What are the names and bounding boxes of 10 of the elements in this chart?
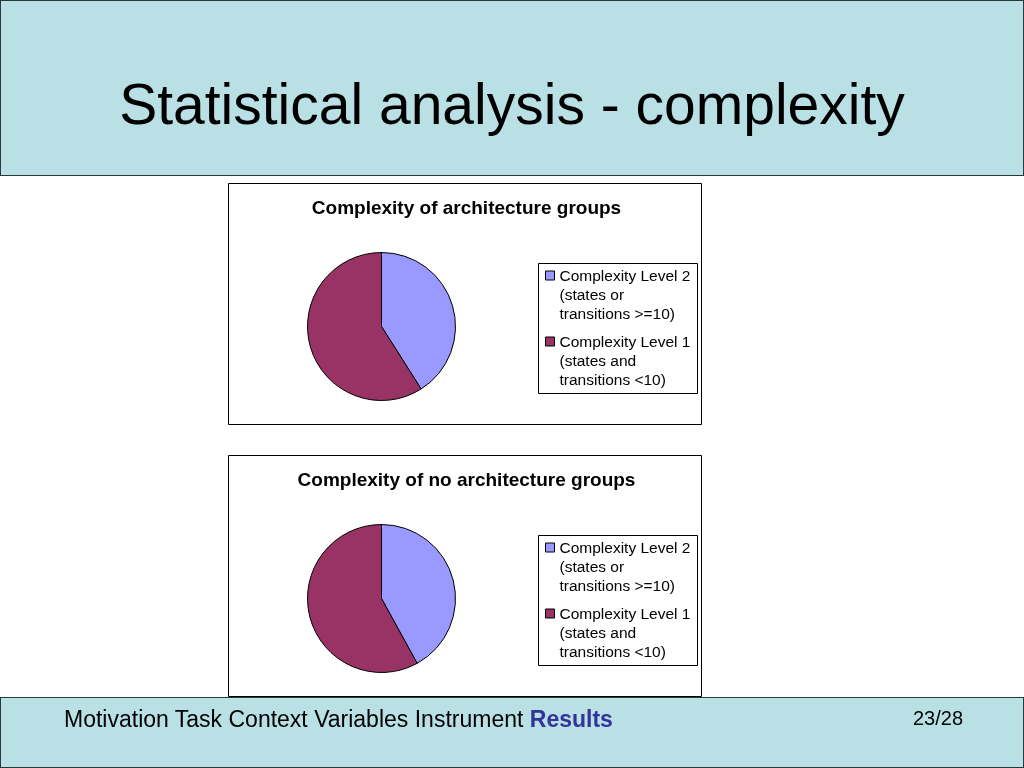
chart-title: Complexity of no architecture groups (297, 469, 636, 490)
legend-label: Complexity Level 1 (states and transitions <10) (559, 332, 691, 388)
text: Motivation Task Context Variables Instrument (64, 706, 524, 732)
legend-label: Complexity Level 2 (states or transitions >=10) (559, 266, 691, 322)
text: 23/28 (913, 706, 964, 730)
chart-title: Complexity of architecture groups (311, 197, 622, 218)
legend-label: Complexity Level 1 (states and transitions <10) (559, 604, 691, 660)
legend-label: Complexity Level 2 (states or transitions >=10) (559, 538, 691, 594)
text: Results (529, 706, 613, 732)
text: Statistical analysis - complexity (118, 71, 906, 138)
